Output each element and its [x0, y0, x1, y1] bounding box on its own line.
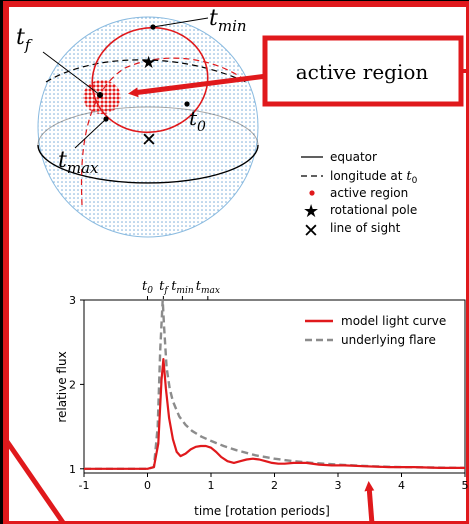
y-tick-label: 3: [69, 294, 76, 307]
longitude-dashed-back: [45, 59, 247, 83]
rotational-pole-star-icon: ★: [141, 53, 156, 73]
y-tick-label: 1: [69, 463, 76, 476]
label-t0: t0: [189, 106, 206, 135]
legend-active-region-swatch: [309, 190, 315, 196]
legend-equator-label: equator: [330, 150, 377, 164]
light-curve-plot: -1 0 1 2 3 4 5 1 2 3 t0 tf tmin tmax time [rotation…: [55, 279, 469, 518]
x-tick-label: 0: [144, 479, 151, 492]
label-tf: tf: [16, 25, 33, 54]
series-layer: [84, 298, 466, 470]
x-tick-label: -1: [79, 479, 90, 492]
top-tick-label: tmin: [171, 279, 194, 296]
legend-los-label: line of sight: [330, 221, 401, 235]
sphere-diagram: ★ ✕: [37, 16, 259, 238]
x-axis: -1 0 1 2 3 4 5: [79, 473, 469, 492]
legend-los-x-icon: ✕: [303, 220, 319, 242]
top-tick-label: tf: [159, 279, 169, 296]
top-tick-label: tmax: [196, 279, 220, 296]
annotation-arrow: [128, 73, 268, 98]
x-tick-label: 4: [398, 479, 405, 492]
leader-tmin: [152, 17, 209, 28]
y-tick-label: 2: [69, 378, 76, 391]
bottom-arrow: [364, 481, 375, 524]
top-tick-label: t0: [142, 279, 153, 296]
legend-pole-star-icon: ★: [303, 201, 319, 222]
model-light-curve-line: [84, 358, 465, 470]
y-axis-label: relative flux: [55, 351, 69, 422]
x-tick-label: 1: [208, 479, 215, 492]
sphere-legend: equator longitude at t0 active region ★ r…: [301, 150, 418, 242]
legend-longitude-label: longitude at t0: [330, 169, 418, 186]
stellar-sphere: [37, 16, 259, 238]
y-axis: 1 2 3: [69, 294, 84, 476]
label-tmax: tmax: [58, 148, 99, 177]
annotation-label: active region: [296, 60, 429, 84]
legend-flare-label: underlying flare: [341, 333, 436, 347]
equator-line: [37, 144, 259, 184]
legend-active-region-label: active region: [330, 186, 408, 200]
marker-t0: [184, 101, 190, 107]
label-tmin: tmin: [209, 6, 247, 35]
x-tick-label: 3: [335, 479, 342, 492]
equator-back-arc: [37, 106, 259, 146]
leader-tmax: [74, 118, 107, 149]
bottom-left-annotation-line: [3, 438, 67, 524]
plot-legend: model light curve underlying flare: [305, 314, 446, 347]
longitude-dashed-front: [80, 57, 246, 206]
x-tick-label: 5: [462, 479, 469, 492]
top-axis: t0 tf tmin tmax: [142, 279, 220, 300]
x-axis-label: time [rotation periods]: [194, 504, 330, 518]
leader-tf: [42, 51, 101, 96]
line-of-sight-x-icon: ✕: [141, 129, 157, 151]
legend-model-label: model light curve: [341, 314, 446, 328]
legend-pole-label: rotational pole: [330, 203, 417, 217]
x-tick-label: 2: [271, 479, 278, 492]
